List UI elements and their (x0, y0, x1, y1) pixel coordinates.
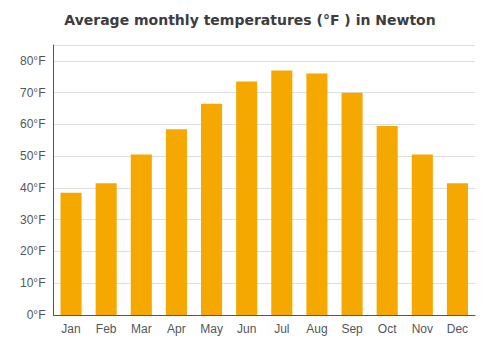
svg-text:60°F: 60°F (20, 117, 45, 131)
svg-text:Jan: Jan (61, 322, 80, 336)
svg-text:Dec: Dec (447, 322, 468, 336)
svg-text:Jul: Jul (274, 322, 289, 336)
svg-text:0°F: 0°F (27, 308, 46, 322)
svg-text:70°F: 70°F (20, 86, 45, 100)
svg-text:40°F: 40°F (20, 181, 45, 195)
svg-text:50°F: 50°F (20, 149, 45, 163)
svg-text:Mar: Mar (131, 322, 152, 336)
svg-text:Feb: Feb (96, 322, 117, 336)
svg-text:10°F: 10°F (20, 276, 45, 290)
svg-text:May: May (200, 322, 223, 336)
svg-text:80°F: 80°F (20, 54, 45, 68)
svg-text:Oct: Oct (378, 322, 397, 336)
svg-text:Sep: Sep (341, 322, 363, 336)
svg-text:Aug: Aug (306, 322, 327, 336)
svg-text:Apr: Apr (167, 322, 186, 336)
svg-text:Nov: Nov (412, 322, 433, 336)
svg-text:30°F: 30°F (20, 213, 45, 227)
svg-text:Jun: Jun (237, 322, 256, 336)
svg-text:20°F: 20°F (20, 244, 45, 258)
svg-text:Average monthly temperatures (: Average monthly temperatures (°F ) in Ne… (64, 12, 435, 28)
